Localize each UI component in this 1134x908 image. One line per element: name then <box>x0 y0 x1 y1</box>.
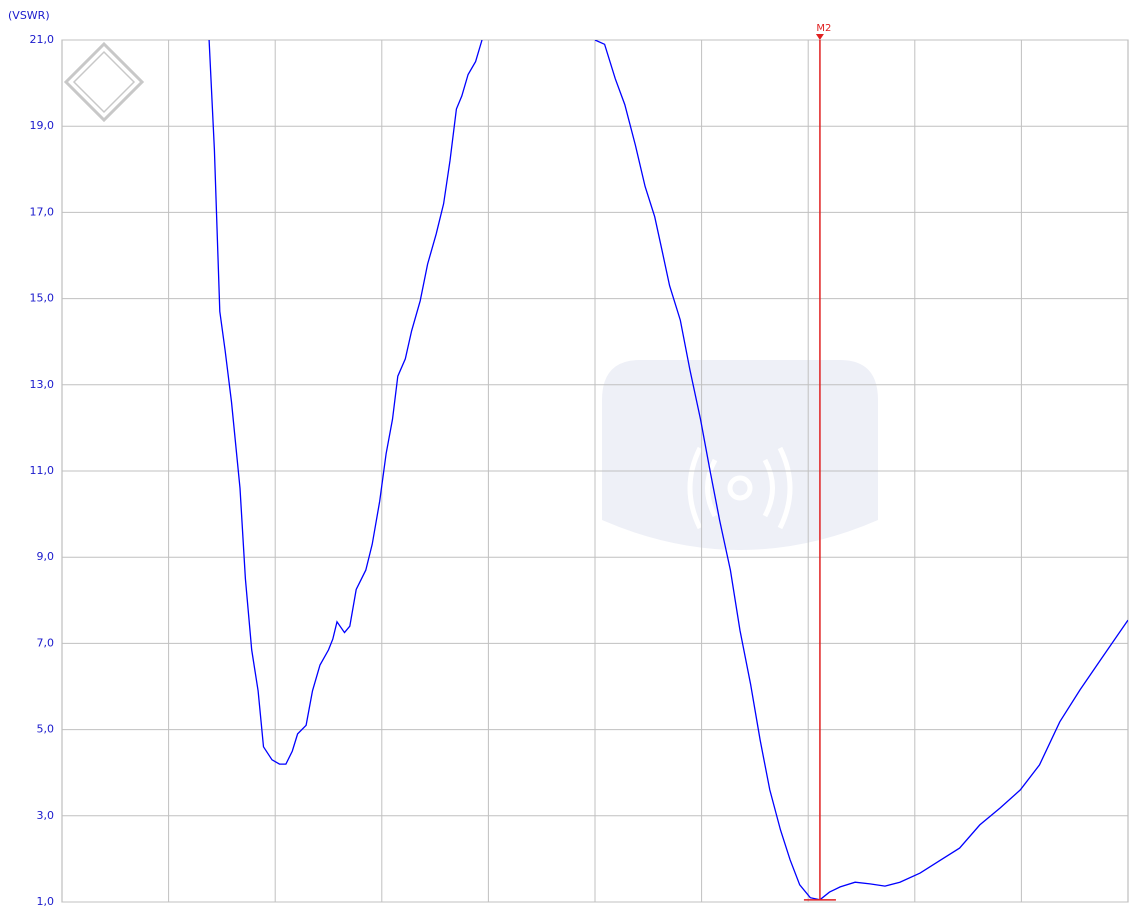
marker-label: M2 <box>816 23 831 34</box>
y-tick-label: 19,0 <box>30 119 55 132</box>
y-tick-label: 9,0 <box>37 550 55 563</box>
y-tick-label: 3,0 <box>37 809 55 822</box>
y-tick-label: 11,0 <box>30 464 55 477</box>
y-tick-label: 7,0 <box>37 636 55 649</box>
y-tick-label: 1,0 <box>37 895 55 908</box>
plot-area <box>208 40 1128 901</box>
y-tick-label: 21,0 <box>30 33 55 46</box>
y-tick-label: 15,0 <box>30 292 55 305</box>
data-line <box>208 40 1128 901</box>
logo-watermark <box>63 41 145 123</box>
marker-head <box>815 34 824 40</box>
y-axis-label: (VSWR) <box>8 9 50 22</box>
y-tick-label: 13,0 <box>30 378 55 391</box>
device-watermark <box>602 360 878 550</box>
y-tick-label: 5,0 <box>37 723 55 736</box>
y-tick-label: 17,0 <box>30 205 55 218</box>
